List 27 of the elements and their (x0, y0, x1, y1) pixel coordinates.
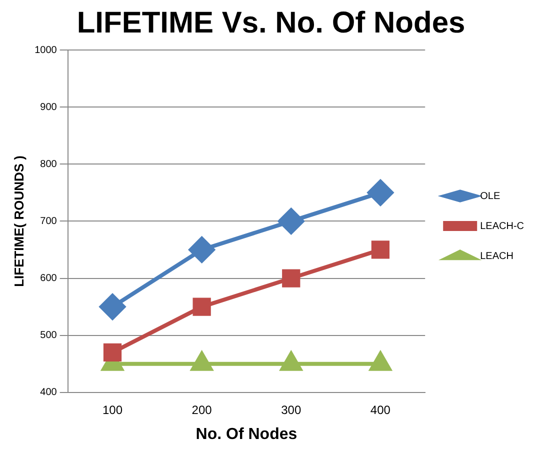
point (371, 240, 390, 259)
y-tick-label: 500 (40, 330, 58, 342)
point (367, 180, 394, 206)
point (188, 236, 215, 263)
chart-title: LIFETIME Vs. No. Of Nodes (76, 6, 466, 40)
point (280, 352, 302, 371)
x-axis-title: No. Of Nodes (196, 426, 298, 443)
legend-label: LEACH (480, 250, 514, 262)
x-tick-label: 400 (370, 402, 391, 417)
y-tick-label: 1000 (34, 44, 58, 56)
x-tick-label: 200 (192, 402, 212, 417)
legend-label: LEACH-C (480, 220, 524, 232)
y-tick-label: 600 (40, 273, 58, 284)
x-tick-label: 100 (102, 402, 123, 417)
y-tick-label: 900 (40, 102, 58, 113)
legend-label: OLE (480, 190, 500, 202)
y-axis-title: LIFETIME( ROUNDS ) (11, 155, 26, 287)
y-tick-label: 800 (40, 158, 58, 170)
y-tick-label: 700 (40, 216, 58, 227)
point (278, 208, 304, 234)
x-tick-label: 300 (281, 402, 302, 417)
point (100, 294, 126, 320)
point (282, 269, 300, 288)
point (191, 352, 212, 371)
point (370, 352, 392, 371)
y-tick-label: 400 (40, 387, 58, 398)
point (192, 298, 211, 316)
